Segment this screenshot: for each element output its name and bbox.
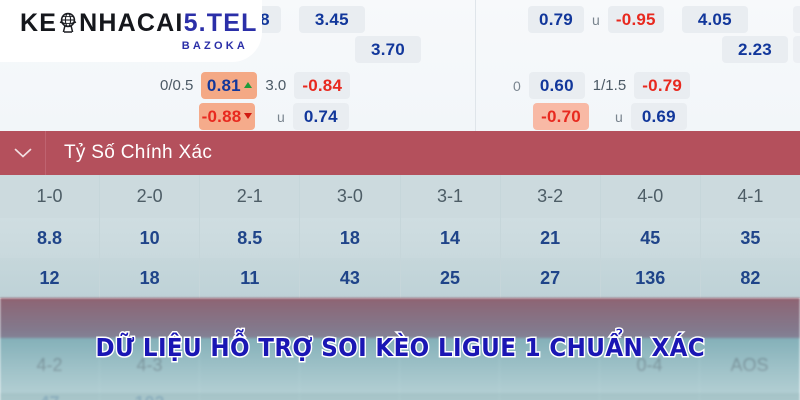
- odds-cell-value[interactable]: -0.70: [533, 103, 589, 130]
- odds-group2-row2: 2.23: [722, 36, 788, 63]
- odds-handicap-label: u: [277, 108, 285, 125]
- score-odds-cell[interactable]: 8.8: [0, 218, 101, 258]
- odds-value-text: 0.81: [206, 75, 241, 95]
- odds-cell-value-highlight[interactable]: 0.81: [201, 72, 258, 99]
- odds-cell-value[interactable]: 0.60: [528, 72, 585, 99]
- odds-handicap-label: 3.0: [265, 77, 287, 94]
- score-header-cell[interactable]: 3-2: [501, 175, 601, 218]
- correct-score-table: 1-0 2-0 2-1 3-0 3-1 3-2 4-0 4-1 8.8 10 8…: [0, 175, 800, 400]
- odds-cell-value[interactable]: 2.23: [722, 36, 788, 63]
- globe-icon: [56, 11, 80, 35]
- score-odds-cell[interactable]: [700, 393, 800, 400]
- score-odds-cell[interactable]: 136: [601, 258, 701, 298]
- odds-handicap-label: 0/0.5: [160, 77, 194, 94]
- logo-text-part1: KE: [20, 8, 58, 37]
- odds-cell-value[interactable]: 3.45: [298, 6, 365, 33]
- score-odds-cell[interactable]: [500, 393, 600, 400]
- score-odds-cell[interactable]: 12: [0, 258, 101, 298]
- site-logo[interactable]: KE NHACAI 5.TEL BAZOKA: [0, 0, 262, 62]
- odds-cell-value[interactable]: -0.79: [634, 72, 691, 99]
- score-header-cell[interactable]: [300, 338, 400, 393]
- score-odds-cell[interactable]: 82: [740, 267, 761, 288]
- score-header-row: 1-0 2-0 2-1 3-0 3-1 3-2 4-0 4-1: [0, 175, 800, 218]
- faded-bottom-section: 4-2 4-3 0-4 AOS 47 102: [0, 298, 800, 400]
- odds-group2-row4: -0.70 u 0.69: [533, 103, 687, 130]
- odds-handicap-label: 1/1.5: [592, 77, 627, 94]
- trend-up-icon: [243, 81, 252, 88]
- score-header-cell[interactable]: 3-0: [300, 175, 401, 218]
- banner-text: DỮ LIỆU HỖ TRỢ SOI KÈO LIGUE 1 CHUẨN XÁC: [94, 332, 706, 364]
- logo-text-part3: 5.TEL: [183, 8, 258, 37]
- section-header-ty-so-chinh-xac[interactable]: Tỷ Số Chính Xác: [0, 131, 800, 175]
- odds-group1-row4: -0.88 u 0.74: [199, 103, 349, 130]
- score-odds-cell[interactable]: [600, 393, 700, 400]
- score-header-cell[interactable]: 2-0: [100, 175, 201, 218]
- score-odds-cell[interactable]: 18: [100, 258, 201, 298]
- score-separator-band: [0, 298, 800, 338]
- score-odds-cell[interactable]: [200, 393, 300, 400]
- score-header-cell[interactable]: 4-2: [0, 338, 100, 393]
- odds-handicap-label: 0: [513, 77, 521, 94]
- score-odds-cell[interactable]: 14: [401, 218, 501, 258]
- odds-cell-value[interactable]: 3.70: [355, 36, 421, 63]
- score-header-cell[interactable]: [200, 338, 300, 393]
- score-odds-cell[interactable]: 18: [300, 218, 401, 258]
- odds-cell-value[interactable]: 0.79: [528, 6, 584, 33]
- score-odds-cell[interactable]: 11: [200, 258, 301, 298]
- odds-cell-partial[interactable]: [793, 6, 800, 33]
- odds-handicap-label: u: [615, 108, 623, 125]
- odds-group1-row2: 3.70: [355, 36, 421, 63]
- score-header-cell[interactable]: [500, 338, 600, 393]
- score-odds-cell[interactable]: 21: [501, 218, 601, 258]
- odds-group2-row1: 0.79 u -0.95 4.05: [528, 6, 748, 33]
- score-odds-cell[interactable]: 8.5: [200, 218, 301, 258]
- odds-cell-value[interactable]: 4.05: [681, 6, 748, 33]
- score-header-cell[interactable]: 1-0: [0, 175, 101, 218]
- score-odds-cell[interactable]: 25: [401, 258, 501, 298]
- odds-handicap-label: u: [592, 11, 600, 28]
- odds-value-text: -0.88: [201, 106, 242, 126]
- score-header-cell[interactable]: 0-4: [600, 338, 700, 393]
- trend-down-icon: [244, 112, 253, 119]
- odds-board: 2 u 0.98 3.45 3.70 0/0.5 0.81 3.0 -0.84 …: [0, 0, 800, 131]
- banner-caption: DỮ LIỆU HỖ TRỢ SOI KÈO LIGUE 1 CHUẨN XÁC: [0, 332, 800, 364]
- score-header-row-2: 4-2 4-3 0-4 AOS: [0, 338, 800, 393]
- score-header-cell[interactable]: 4-0: [601, 175, 701, 218]
- odds-group2-row3: 0 0.60 1/1.5 -0.79: [505, 72, 691, 99]
- section-title: Tỷ Số Chính Xác: [64, 142, 213, 163]
- odds-group1-row3: 0/0.5 0.81 3.0 -0.84: [152, 72, 351, 99]
- score-header-cell[interactable]: 4-3: [100, 338, 200, 393]
- odds-cell-value[interactable]: 0.69: [630, 103, 687, 130]
- score-header-cell[interactable]: 4-1: [737, 186, 764, 206]
- score-odds-cell[interactable]: 47: [0, 393, 100, 400]
- score-header-cell[interactable]: 2-1: [200, 175, 301, 218]
- score-odds-cell[interactable]: 10: [100, 218, 201, 258]
- odds-cell-value[interactable]: -0.84: [294, 72, 351, 99]
- chevron-down-icon[interactable]: [0, 131, 46, 175]
- logo-text-part2: NHACAI: [79, 8, 184, 37]
- logo-wordmark: KE NHACAI 5.TEL: [20, 8, 262, 37]
- score-odds-cell[interactable]: 27: [501, 258, 601, 298]
- odds-cell-value-highlight[interactable]: -0.88: [199, 103, 255, 130]
- odds-cell-partial[interactable]: [793, 36, 800, 63]
- score-odds-row-3: 47 102: [0, 393, 800, 400]
- score-odds-row-2: 12 18 11 43 25 27 136 82: [0, 258, 800, 298]
- logo-subtitle: BAZOKA: [181, 39, 248, 52]
- odds-cell-value[interactable]: -0.95: [607, 6, 664, 33]
- odds-column-divider: [475, 0, 476, 131]
- score-odds-cell[interactable]: 43: [300, 258, 401, 298]
- score-odds-cell[interactable]: 45: [601, 218, 701, 258]
- odds-cell-value[interactable]: 0.74: [292, 103, 349, 130]
- score-odds-cell[interactable]: 35: [740, 227, 761, 248]
- score-header-cell[interactable]: [400, 338, 500, 393]
- score-odds-cell[interactable]: 102: [100, 393, 200, 400]
- score-odds-cell[interactable]: [300, 393, 400, 400]
- score-odds-cell[interactable]: [400, 393, 500, 400]
- score-odds-row-1: 8.8 10 8.5 18 14 21 45 35: [0, 218, 800, 258]
- score-header-cell[interactable]: 3-1: [401, 175, 501, 218]
- banner-text-wrap: DỮ LIỆU HỖ TRỢ SOI KÈO LIGUE 1 CHUẨN XÁC: [69, 332, 732, 364]
